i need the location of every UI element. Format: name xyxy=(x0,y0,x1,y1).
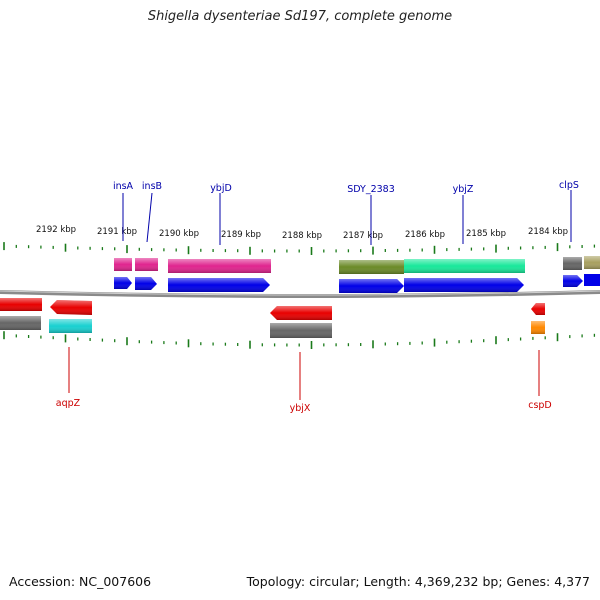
scale-label: 2189 kbp xyxy=(221,230,261,240)
scale-label: 2186 kbp xyxy=(405,230,445,240)
scale-label: 2185 kbp xyxy=(466,229,506,239)
gene-label-clpS[interactable]: clpS xyxy=(559,180,579,191)
scale-ticks-bottom xyxy=(3,331,596,349)
gene-label-ybjZ[interactable]: ybjZ xyxy=(453,184,474,195)
gene-label-cspD[interactable]: cspD xyxy=(528,400,552,411)
gene-label-ybjX[interactable]: ybjX xyxy=(290,403,311,414)
genome-summary-text: Topology: circular; Length: 4,369,232 bp… xyxy=(246,574,590,589)
gene-label-SDY_2383[interactable]: SDY_2383 xyxy=(347,184,395,195)
gene-label-insA[interactable]: insA xyxy=(113,181,134,192)
accession-text: Accession: NC_007606 xyxy=(9,574,152,589)
gene-arrow-adjacent[interactable] xyxy=(584,274,600,286)
scale-ticks-top xyxy=(3,242,596,255)
gene-label-aqpZ[interactable]: aqpZ xyxy=(56,398,81,409)
scale-label: 2192 kbp xyxy=(36,225,76,235)
scale-label: 2184 kbp xyxy=(528,227,568,237)
gene-label-ybjD[interactable]: ybjD xyxy=(210,183,232,194)
gene-label-insB[interactable]: insB xyxy=(142,181,162,192)
scale-label: 2190 kbp xyxy=(159,229,199,239)
map-title: Shigella dysenteriae Sd197, complete gen… xyxy=(147,9,453,24)
scale-label: 2187 kbp xyxy=(343,231,383,241)
scale-label: 2188 kbp xyxy=(282,231,322,241)
genome-backbone xyxy=(0,290,600,298)
scale-label: 2191 kbp xyxy=(97,227,137,237)
